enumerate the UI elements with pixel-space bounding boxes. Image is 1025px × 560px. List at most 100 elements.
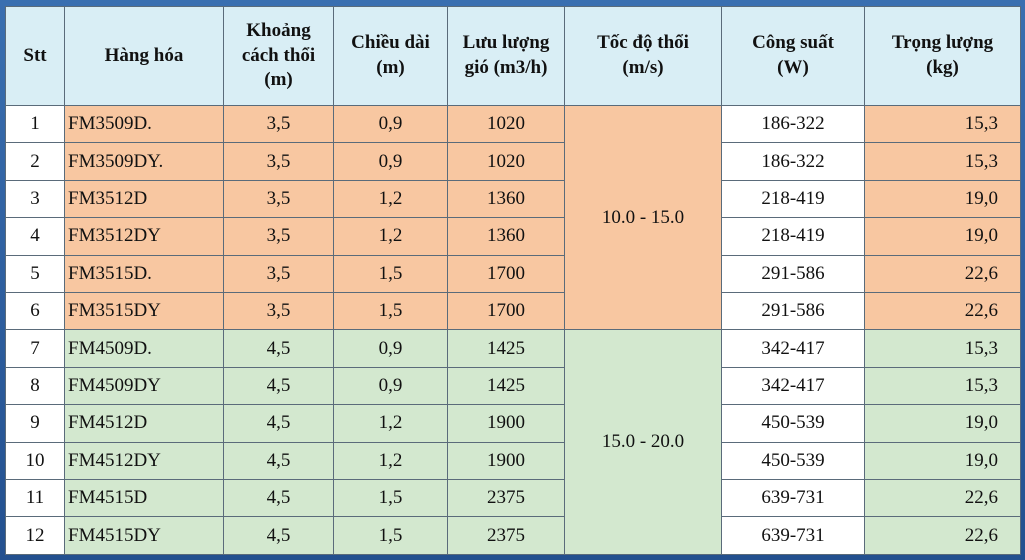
header-power: Công suất (W) [721, 6, 865, 106]
cell-airflow: 1425 [447, 329, 565, 368]
cell-weight: 15,3 [864, 366, 1021, 406]
cell-weight: 22,6 [864, 479, 1021, 518]
cell-product: FM4509D. [64, 329, 224, 368]
cell-power: 186-322 [721, 142, 865, 181]
cell-stt: 10 [5, 441, 65, 481]
cell-stt: 11 [5, 479, 65, 518]
cell-stt: 12 [5, 516, 65, 555]
table-row: 9 FM4512D 4,5 1,2 1900 450-539 19,0 [5, 404, 1021, 443]
cell-length: 1,2 [333, 179, 448, 219]
cell-length: 1,5 [333, 292, 448, 331]
cell-power: 450-539 [721, 404, 865, 443]
cell-weight: 22,6 [864, 254, 1021, 294]
cell-stt: 9 [5, 404, 65, 443]
cell-airflow: 2375 [447, 516, 565, 555]
cell-distance: 3,5 [223, 217, 334, 256]
product-spec-table: Stt Hàng hóa Khoảng cách thổi (m) Chiều … [5, 6, 1021, 555]
cell-weight: 22,6 [864, 516, 1021, 555]
cell-power: 342-417 [721, 329, 865, 368]
cell-stt: 1 [5, 104, 65, 144]
cell-distance: 4,5 [223, 366, 334, 406]
cell-product: FM4515D [64, 479, 224, 518]
header-weight: Trọng lượng (kg) [864, 6, 1021, 106]
cell-airflow: 1020 [447, 104, 565, 144]
cell-length: 0,9 [333, 104, 448, 144]
header-stt: Stt [5, 6, 65, 106]
cell-weight: 19,0 [864, 179, 1021, 219]
cell-weight: 19,0 [864, 441, 1021, 481]
cell-distance: 4,5 [223, 404, 334, 443]
cell-length: 1,2 [333, 404, 448, 443]
table-row: 7 FM4509D. 4,5 0,9 1425 15.0 - 20.0 342-… [5, 329, 1021, 555]
header-length: Chiều dài (m) [333, 6, 448, 106]
table-header: Stt Hàng hóa Khoảng cách thổi (m) Chiều … [5, 6, 1021, 106]
cell-stt: 2 [5, 142, 65, 181]
cell-product: FM4512D [64, 404, 224, 443]
cell-power: 342-417 [721, 366, 865, 406]
cell-product: FM3512D [64, 179, 224, 219]
table-row: 10 FM4512DY 4,5 1,2 1900 450-539 19,0 [5, 441, 1021, 481]
table-row: 3 FM3512D 3,5 1,2 1360 218-419 19,0 [5, 179, 1021, 219]
table-row: 2 FM3509DY. 3,5 0,9 1020 186-322 15,3 [5, 142, 1021, 181]
cell-stt: 4 [5, 217, 65, 256]
cell-power: 291-586 [721, 254, 865, 294]
cell-power: 186-322 [721, 104, 865, 144]
table-row: 5 FM3515D. 3,5 1,5 1700 291-586 22,6 [5, 254, 1021, 294]
cell-weight: 19,0 [864, 217, 1021, 256]
cell-power: 450-539 [721, 441, 865, 481]
cell-weight: 22,6 [864, 292, 1021, 331]
cell-power: 639-731 [721, 516, 865, 555]
table-row: 4 FM3512DY 3,5 1,2 1360 218-419 19,0 [5, 217, 1021, 256]
table-row: 6 FM3515DY 3,5 1,5 1700 291-586 22,6 [5, 292, 1021, 331]
table-row: 1 FM3509D. 3,5 0,9 1020 10.0 - 15.0 186-… [5, 104, 1021, 331]
cell-length: 1,5 [333, 479, 448, 518]
cell-speed-group-1: 10.0 - 15.0 [564, 104, 722, 331]
cell-stt: 5 [5, 254, 65, 294]
cell-weight: 15,3 [864, 142, 1021, 181]
cell-weight: 15,3 [864, 104, 1021, 144]
cell-airflow: 1360 [447, 217, 565, 256]
cell-power: 291-586 [721, 292, 865, 331]
header-distance: Khoảng cách thổi (m) [223, 6, 334, 106]
cell-stt: 6 [5, 292, 65, 331]
cell-length: 0,9 [333, 366, 448, 406]
cell-length: 1,2 [333, 441, 448, 481]
cell-power: 218-419 [721, 179, 865, 219]
cell-length: 1,5 [333, 516, 448, 555]
cell-product: FM3509DY. [64, 142, 224, 181]
cell-distance: 4,5 [223, 441, 334, 481]
cell-weight: 19,0 [864, 404, 1021, 443]
cell-power: 639-731 [721, 479, 865, 518]
cell-speed-group-2: 15.0 - 20.0 [564, 329, 722, 555]
cell-stt: 3 [5, 179, 65, 219]
header-airflow: Lưu lượng gió (m3/h) [447, 6, 565, 106]
cell-distance: 3,5 [223, 142, 334, 181]
cell-length: 0,9 [333, 329, 448, 368]
cell-power: 218-419 [721, 217, 865, 256]
cell-airflow: 1360 [447, 179, 565, 219]
cell-distance: 3,5 [223, 104, 334, 144]
cell-product: FM3512DY [64, 217, 224, 256]
cell-distance: 4,5 [223, 516, 334, 555]
cell-product: FM3509D. [64, 104, 224, 144]
cell-product: FM3515DY [64, 292, 224, 331]
cell-distance: 4,5 [223, 329, 334, 368]
cell-airflow: 1900 [447, 404, 565, 443]
cell-distance: 3,5 [223, 292, 334, 331]
cell-airflow: 1700 [447, 254, 565, 294]
cell-airflow: 1900 [447, 441, 565, 481]
cell-distance: 3,5 [223, 254, 334, 294]
cell-airflow: 2375 [447, 479, 565, 518]
table-body: 1 FM3509D. 3,5 0,9 1020 10.0 - 15.0 186-… [5, 104, 1021, 555]
cell-distance: 4,5 [223, 479, 334, 518]
cell-product: FM4512DY [64, 441, 224, 481]
cell-airflow: 1425 [447, 366, 565, 406]
table-row: 8 FM4509DY 4,5 0,9 1425 342-417 15,3 [5, 366, 1021, 406]
cell-product: FM4509DY [64, 366, 224, 406]
header-row: Stt Hàng hóa Khoảng cách thổi (m) Chiều … [5, 6, 1021, 106]
cell-length: 1,2 [333, 217, 448, 256]
cell-stt: 7 [5, 329, 65, 368]
table-row: 11 FM4515D 4,5 1,5 2375 639-731 22,6 [5, 479, 1021, 518]
cell-product: FM3515D. [64, 254, 224, 294]
